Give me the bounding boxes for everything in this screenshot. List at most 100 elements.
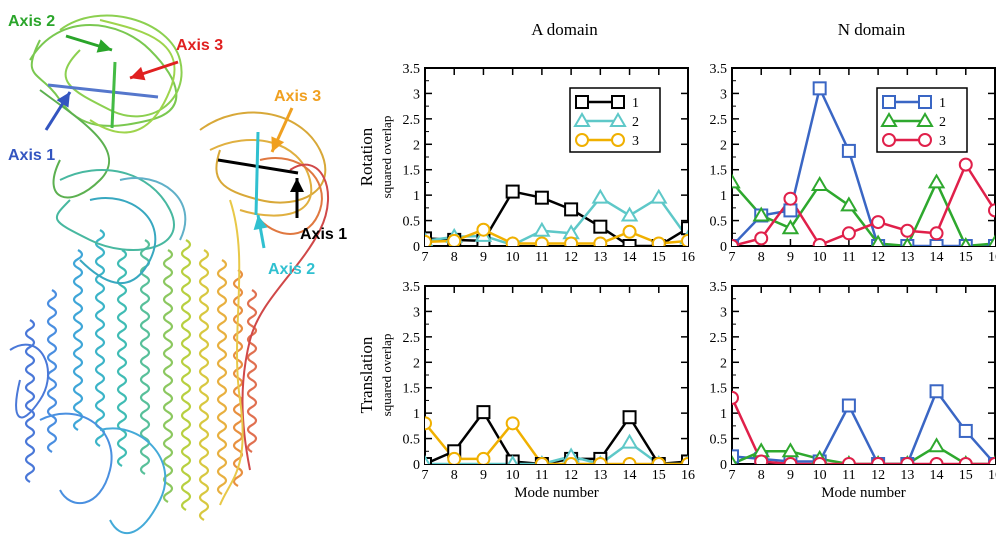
data-point-s2 <box>533 221 551 237</box>
data-point-s3 <box>900 223 915 238</box>
data-point-s3 <box>651 236 666 246</box>
legend-marker <box>916 112 934 127</box>
data-point-s2 <box>650 188 668 204</box>
loop-trace <box>241 163 329 471</box>
loop-trace <box>99 427 167 535</box>
data-point-s1 <box>505 184 520 199</box>
chart-rotation-n: 00.511.522.533.578910111213141516N domai… <box>710 20 996 265</box>
chart-title: A domain <box>531 20 598 39</box>
x-tick-label: 8 <box>758 250 765 265</box>
x-tick-label: 7 <box>422 250 429 265</box>
data-point-s2 <box>927 173 946 189</box>
legend-marker <box>575 133 589 147</box>
series-group <box>425 184 688 246</box>
data-point-s1 <box>841 143 856 158</box>
helix-coil <box>198 249 210 521</box>
data-point-s3 <box>651 457 666 464</box>
data-point-s3 <box>900 457 915 464</box>
legend-marker <box>575 95 589 109</box>
y-tick-label: 0.5 <box>710 215 728 230</box>
data-point-s3 <box>929 457 944 464</box>
helix-coil <box>94 229 106 447</box>
legend-marker <box>918 133 932 147</box>
structure-label-axis3-red: Axis 3 <box>176 37 223 54</box>
y-tick-label: 3.5 <box>710 62 728 77</box>
loop-trace <box>9 343 50 419</box>
legend-marker <box>611 95 625 109</box>
series-group <box>425 405 688 464</box>
data-point-s3 <box>534 457 549 464</box>
helix-coil <box>162 249 174 503</box>
x-tick-label: 13 <box>900 250 914 265</box>
chart-translation-n: 0 0.5 1 1.5 2 2.5 3 3.5 7 8 9 10 11 12 13 14 15 16 Mode nu… <box>710 280 996 501</box>
series-line-1 <box>732 87 995 246</box>
helix-coil <box>139 239 151 475</box>
helix-coil <box>46 289 58 453</box>
data-point-s3 <box>841 226 856 241</box>
structure-label-axis2-green: Axis 2 <box>8 13 55 30</box>
series-line-2 <box>732 181 995 246</box>
legend-marker <box>882 133 896 147</box>
series-line-3 <box>732 397 995 464</box>
data-point-s2 <box>620 206 639 222</box>
data-point-s1 <box>534 190 549 205</box>
x-tick-label: 7 <box>729 250 736 265</box>
data-point-s1 <box>593 219 608 234</box>
loop-trace <box>209 139 313 217</box>
data-point-s3 <box>593 457 608 464</box>
data-point-s3 <box>783 457 798 464</box>
x-tick-label: 9 <box>787 250 794 265</box>
x-tick-label: 8 <box>451 250 458 265</box>
y-tick-label: 3 <box>413 87 420 102</box>
axis1-blue-arrow-head <box>56 92 70 108</box>
series-line-2 <box>732 444 995 464</box>
data-point-s1 <box>476 405 491 420</box>
loop-trace <box>55 169 175 251</box>
data-point-s1 <box>958 423 973 438</box>
loop-trace <box>79 197 157 284</box>
data-point-s2 <box>425 455 431 464</box>
data-point-s2 <box>810 175 829 191</box>
data-point-s2 <box>732 455 738 464</box>
data-point-s3 <box>681 233 688 246</box>
y-tick-label: 1 <box>720 189 727 204</box>
data-point-s1 <box>783 203 798 218</box>
data-point-s3 <box>988 457 995 464</box>
helix-coil <box>72 249 84 431</box>
data-point-s2 <box>840 196 858 212</box>
helix-coil <box>246 289 258 453</box>
y-tick-label: 2 <box>720 138 727 153</box>
axis1-black-arrow-head <box>290 178 304 192</box>
y-tick-label: 2 <box>413 138 420 153</box>
y-tick-label: 0 <box>720 458 727 473</box>
x-tick-label: 10 <box>813 250 827 265</box>
y-tick-label: 0.5 <box>403 215 421 230</box>
loop-trace <box>89 19 176 134</box>
loop-trace <box>119 177 187 241</box>
legend-label: 1 <box>632 96 639 111</box>
data-point-s3 <box>564 457 579 464</box>
data-point-s3 <box>929 226 944 241</box>
y-tick-label: 0 <box>720 240 727 255</box>
chart-title: N domain <box>838 20 906 39</box>
data-point-s1 <box>564 202 579 217</box>
y-axis-label-main: Translation <box>357 336 376 413</box>
y-tick-label: 2.5 <box>403 113 421 128</box>
x-tick-label: 11 <box>842 468 855 483</box>
x-tick-label: 14 <box>623 250 637 265</box>
y-tick-label: 1 <box>413 189 420 204</box>
data-point-s2 <box>902 237 913 246</box>
x-tick-label: 12 <box>871 468 885 483</box>
structure-label-axis1-black: Axis 1 <box>300 226 347 243</box>
loop-trace <box>219 199 244 506</box>
data-point-s3 <box>754 454 769 464</box>
data-point-s3 <box>425 234 432 246</box>
y-tick-label: 2 <box>413 356 420 371</box>
y-tick-label: 1 <box>413 407 420 422</box>
x-tick-label: 15 <box>652 468 666 483</box>
x-tick-label: 14 <box>930 250 944 265</box>
legend: 1 2 3 <box>876 87 968 153</box>
x-tick-label: 13 <box>900 468 914 483</box>
data-point-s3 <box>534 236 549 246</box>
